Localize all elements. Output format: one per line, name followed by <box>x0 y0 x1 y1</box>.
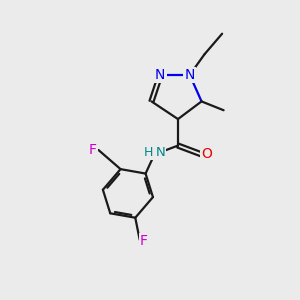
Text: O: O <box>201 147 212 161</box>
Text: F: F <box>140 234 148 248</box>
Text: N: N <box>184 68 195 82</box>
Text: H: H <box>144 146 153 159</box>
Text: F: F <box>88 143 97 157</box>
Text: N: N <box>155 146 165 159</box>
Text: N: N <box>155 68 166 82</box>
